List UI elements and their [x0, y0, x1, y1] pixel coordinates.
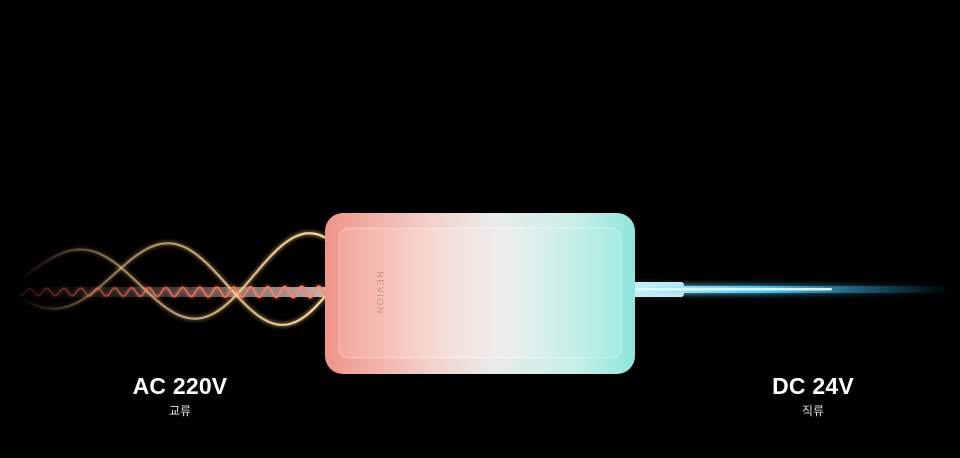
- straight-line-icon: [632, 282, 952, 297]
- sine-wave-icon: [19, 232, 327, 326]
- ac-voltage-label: AC 220V: [132, 373, 228, 399]
- dc-voltage-label: DC 24V: [772, 373, 854, 399]
- dc-output-label-group: DC 24V 직류: [713, 372, 913, 420]
- dc-type-label: 직류: [801, 404, 825, 418]
- brand-logo: NEVION: [375, 271, 385, 315]
- power-adapter: NEVION: [325, 213, 635, 374]
- ac-type-label: 교류: [168, 404, 192, 418]
- ac-input-label-group: AC 220V 교류: [80, 372, 280, 420]
